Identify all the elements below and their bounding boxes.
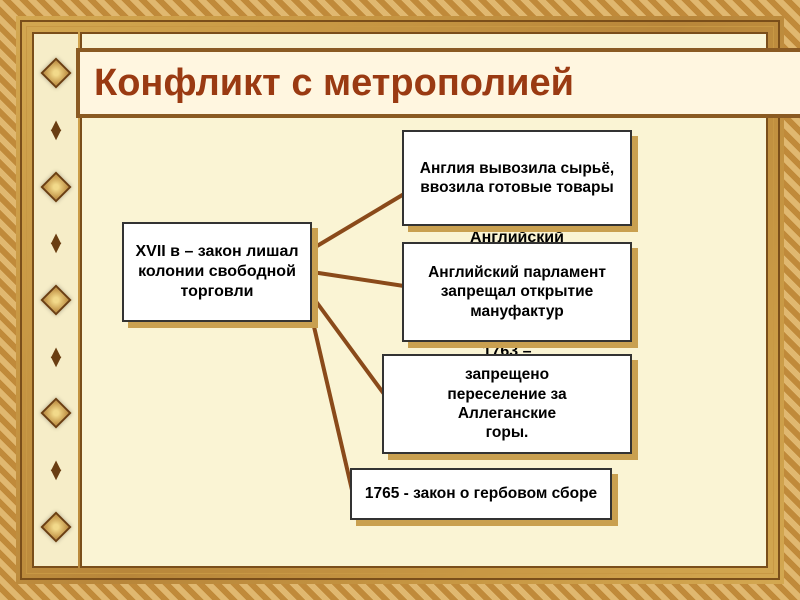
diamond-ornament <box>40 58 71 89</box>
target-box-allegheny: запрещено переселение за Аллеганские гор… <box>382 354 632 454</box>
target-box-exports: Англия вывозила сырьё, ввозила готовые т… <box>402 130 632 226</box>
title-banner: Конфликт с метрополией <box>76 48 800 118</box>
slide-title: Конфликт с метрополией <box>94 62 574 105</box>
diamond-ornament <box>40 398 71 429</box>
source-text: XVII в – закон лишал колонии свободной т… <box>134 242 300 302</box>
ornament-strip: ▲▼ ▲▼ ▲▼ ▲▼ <box>32 32 78 568</box>
t3-visible-text: запрещено переселение за Аллеганские гор… <box>447 365 566 443</box>
arrow-ornament: ▲▼ <box>47 121 65 139</box>
source-prefix: XVII в <box>135 243 180 260</box>
target-box-stamp-act: 1765 - закон о гербовом сборе <box>350 468 612 520</box>
diamond-ornament <box>40 511 71 542</box>
target-box-manufactures: Английский парламент запрещал открытие м… <box>402 242 632 342</box>
arrow-ornament: ▲▼ <box>47 461 65 479</box>
slide-root: ▲▼ ▲▼ ▲▼ ▲▼ Конфликт с метрополией Англи… <box>0 0 800 600</box>
diamond-ornament <box>40 284 71 315</box>
source-box: XVII в – закон лишал колонии свободной т… <box>122 222 312 322</box>
content-area: Конфликт с метрополией Английский 1763 –… <box>80 32 768 568</box>
arrow-ornament: ▲▼ <box>47 348 65 366</box>
arrow-ornament: ▲▼ <box>47 234 65 252</box>
diamond-ornament <box>40 171 71 202</box>
